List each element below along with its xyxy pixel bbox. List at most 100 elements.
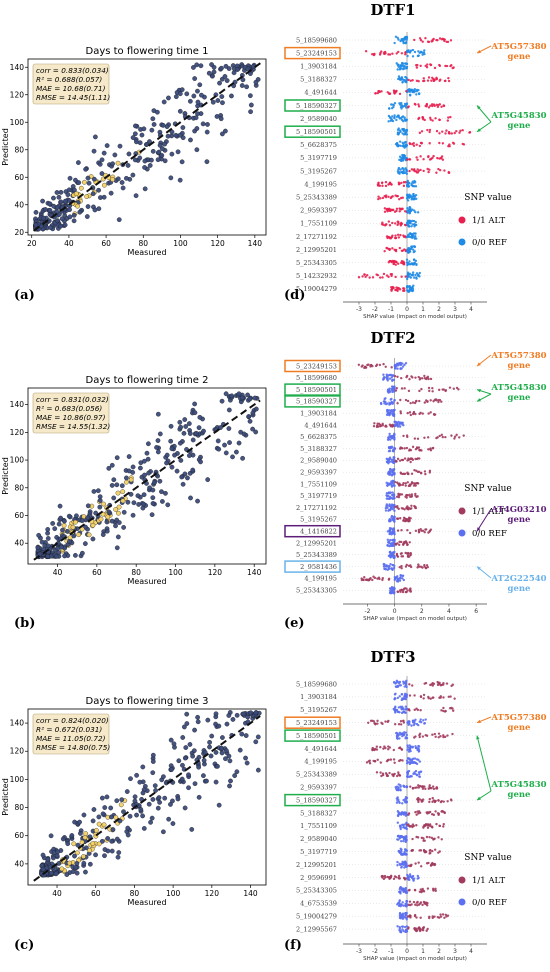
shap-point [415,66,419,69]
data-point [219,750,225,756]
feature-label: 1_7551109 [300,822,337,830]
shap-point [376,424,379,427]
data-point [134,772,139,778]
data-point [178,458,184,463]
shap-point [395,580,399,583]
data-point [245,66,251,72]
shap-point [396,590,399,593]
shap-point [418,412,421,416]
shap-point [402,719,405,723]
shap-point [430,863,434,866]
shap-x-tick-label: 4 [447,608,451,615]
legend-swatch-alt [458,876,466,884]
shap-point [385,425,388,428]
stats-line: MAE = 11.05(0.72) [36,734,106,743]
data-point [83,831,89,836]
shap-point [403,877,406,880]
shap-point [419,695,423,698]
shap-point [439,913,442,916]
shap-point [419,916,422,919]
shap-point [432,37,435,41]
shap-point [393,698,396,701]
data-point [156,149,162,155]
data-point [99,157,105,163]
shap-point [421,116,424,119]
data-point [150,495,156,501]
shap-point [413,38,416,42]
shap-point [393,693,397,696]
shap-point [443,916,446,919]
shap-point [393,707,396,711]
shap-point [405,89,408,93]
data-point [100,532,106,537]
data-point [72,819,77,825]
data-point [152,480,157,486]
shap-point [373,422,376,425]
shap-point [415,495,418,499]
shap-point [398,759,401,763]
shap-point [409,589,412,592]
shap-point [384,180,388,184]
data-point [140,505,146,511]
shap-point [401,733,404,736]
data-point [204,159,210,165]
data-point [239,395,245,401]
shap-point [388,373,392,377]
shap-point [403,65,407,68]
y-tick-label: 60 [14,511,24,520]
data-point [237,747,243,753]
data-point [120,489,126,494]
feature-label: 4_199195 [304,758,337,766]
shap-point [400,913,404,917]
shap-point [411,289,414,293]
shap-point [441,130,444,133]
shap-point [405,67,409,70]
data-point [248,102,254,108]
shap-point [401,171,405,175]
shap-point [387,53,390,56]
shap-point [423,401,427,404]
panel-label-c: (c) [14,938,34,953]
shap-point [405,446,409,450]
shap-point [393,101,397,105]
shap-point [400,567,403,570]
callout-arrowhead [477,398,481,402]
data-point [70,524,76,530]
shap-point [405,172,409,175]
shap-point [399,789,402,792]
shap-point [444,64,447,68]
shap-x-tick-label: 4 [469,948,473,955]
shap-point [385,274,389,277]
feature-highlight-box [284,395,341,408]
shap-point [410,225,413,228]
shap-point [420,377,424,380]
shap-point [399,574,402,577]
shap-point [407,209,411,212]
shap-point [404,75,407,79]
feature-label: 2_9589040 [300,835,337,843]
shap-point [410,168,414,171]
data-point [217,80,222,86]
data-point [140,813,145,819]
shap-point [419,472,423,475]
shap-point [447,695,450,698]
shap-point [417,786,421,789]
shap-point [403,925,407,929]
data-point [232,773,238,778]
shap-point [410,182,413,185]
shap-point [393,375,397,378]
shap-point [398,207,401,210]
shap-point [407,508,410,511]
data-point [99,795,105,801]
shap-point [399,916,403,919]
shap-point [416,566,419,569]
shap-point [398,543,401,547]
shap-point [368,276,371,279]
shap-point [404,849,407,852]
data-point [147,485,152,491]
shap-point [408,378,411,381]
shap-point [398,155,402,158]
data-point [51,203,57,209]
data-point [159,153,165,158]
shap-point [408,484,412,488]
